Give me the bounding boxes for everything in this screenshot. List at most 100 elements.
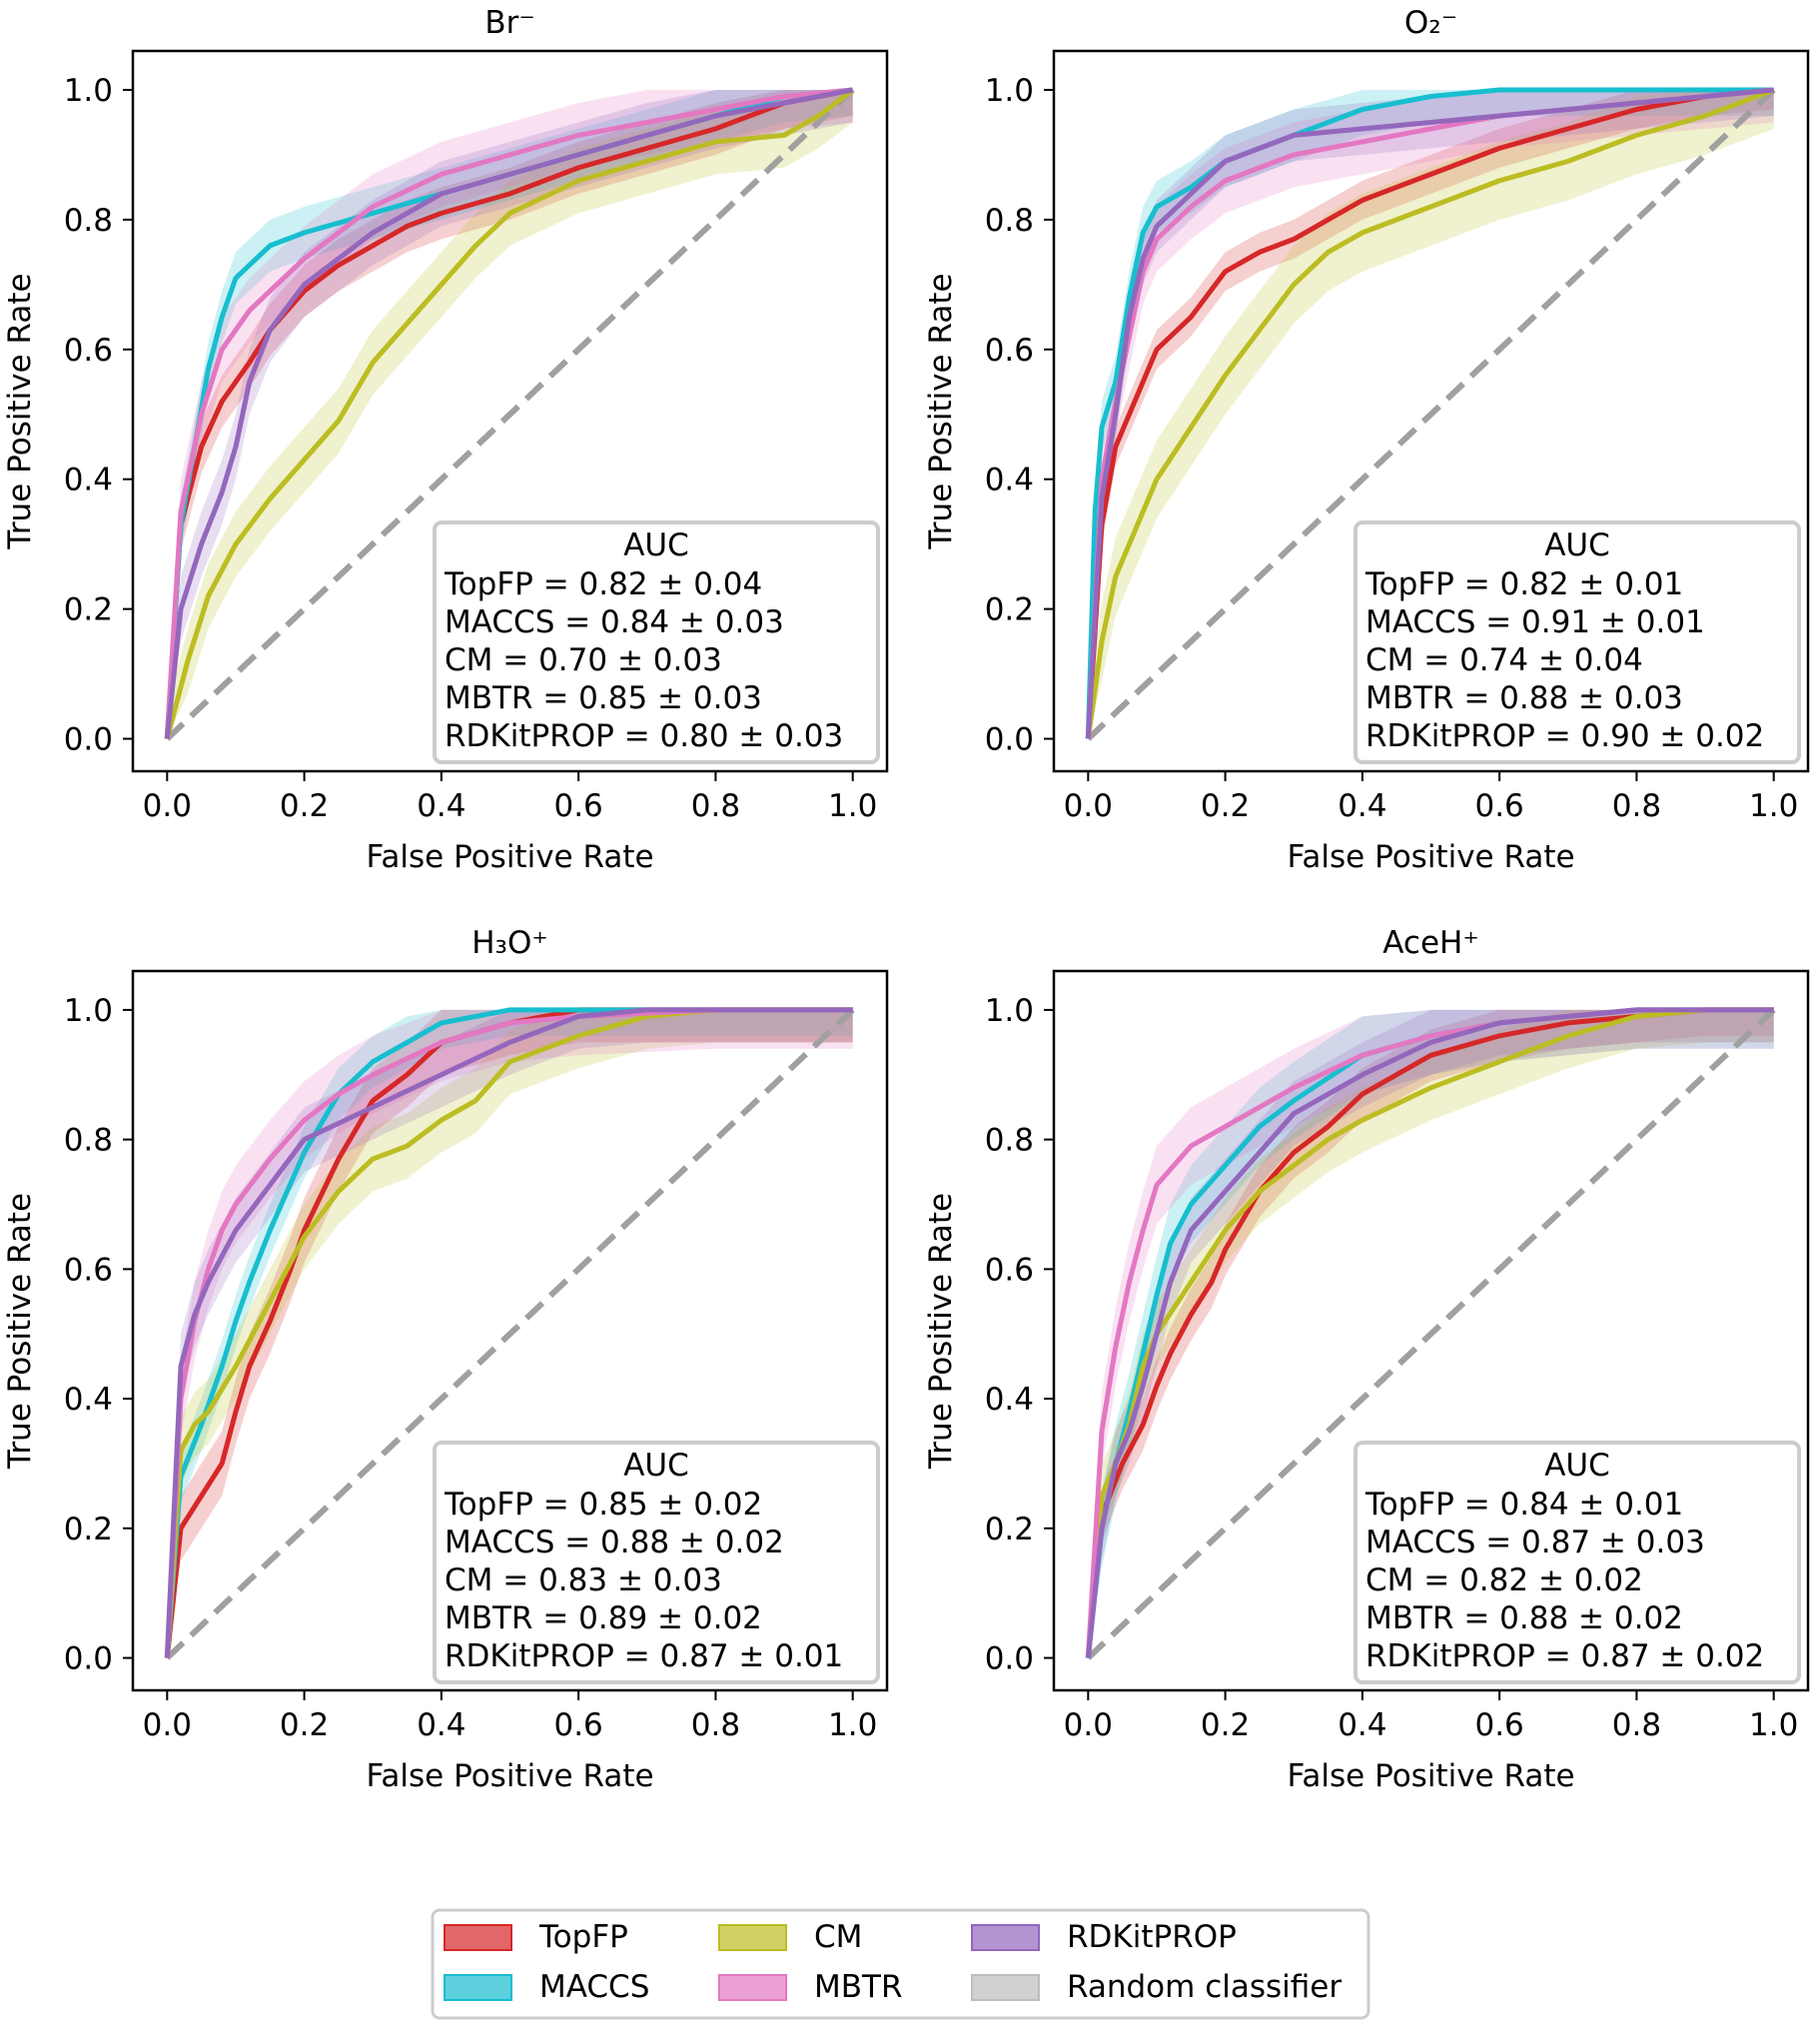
auc-box — [433, 1441, 880, 1684]
auc-header: AUC — [623, 527, 689, 563]
auc-box — [433, 520, 880, 764]
x-tick-label: 0.8 — [691, 788, 740, 824]
y-tick-label: 0.8 — [985, 203, 1034, 239]
y-tick-label: 0.6 — [985, 333, 1034, 369]
auc-header: AUC — [623, 1448, 689, 1484]
panel-title: O₂⁻ — [1404, 5, 1457, 41]
random-classifier-line — [1086, 1007, 1776, 1660]
auc-header: AUC — [1544, 1448, 1610, 1484]
band-mbtr — [167, 90, 853, 739]
legend-label: Random classifier — [1067, 1969, 1342, 2005]
y-tick-label: 0.6 — [985, 1252, 1034, 1288]
x-tick-label: 0.2 — [1201, 788, 1250, 824]
band-cm — [167, 1009, 853, 1658]
roc-line-cm — [164, 88, 855, 740]
auc-line: RDKitPROP = 0.90 ± 0.02 — [1365, 718, 1764, 754]
roc-line-maccs — [164, 1007, 853, 1658]
legend-swatch-mbtr — [718, 1974, 787, 2001]
y-tick-label: 0.0 — [985, 722, 1034, 758]
auc-line: RDKitPROP = 0.80 ± 0.03 — [445, 718, 843, 754]
auc-line: TopFP = 0.82 ± 0.04 — [444, 566, 762, 602]
y-tick-label: 0.0 — [64, 722, 113, 758]
x-tick-label: 1.0 — [1749, 788, 1798, 824]
roc-line-maccs — [1085, 87, 1774, 739]
auc-line: MACCS = 0.91 ± 0.01 — [1365, 604, 1705, 640]
x-tick-label: 0.6 — [1474, 1707, 1523, 1743]
y-tick-label: 0.6 — [64, 333, 113, 369]
x-tick-label: 1.0 — [828, 1707, 877, 1743]
legend: TopFP MACCS CM MBTR RDKitPROP Random classifi… — [431, 1908, 1370, 2020]
y-tick-label: 1.0 — [64, 993, 113, 1029]
x-tick-label: 0.8 — [691, 1707, 740, 1743]
band-rdkitprop — [167, 90, 853, 739]
y-tick-label: 0.0 — [64, 1641, 113, 1677]
x-tick-label: 0.4 — [1338, 788, 1386, 824]
legend-swatch-random-classifier — [971, 1974, 1040, 2001]
auc-line: MBTR = 0.88 ± 0.03 — [1365, 680, 1683, 716]
panel-title: H₃O⁺ — [471, 925, 548, 961]
band-cm — [1088, 1009, 1774, 1658]
auc-line: MACCS = 0.84 ± 0.03 — [445, 604, 784, 640]
auc-line: MACCS = 0.87 ± 0.03 — [1365, 1524, 1705, 1560]
roc-line-rdkitprop — [1085, 87, 1774, 739]
x-axis-label: False Positive Rate — [1287, 839, 1574, 875]
panel-title: AceH⁺ — [1382, 925, 1478, 961]
auc-line: RDKitPROP = 0.87 ± 0.02 — [1365, 1638, 1764, 1674]
panel-title: Br⁻ — [484, 5, 534, 41]
plot-area — [164, 87, 855, 741]
chart-panel-1: Br⁻ 0.0 0.0 0.2 0.2 0.4 0.4 0.6 0.6 0.8 0.8 1.0 1.0 F… — [2, 5, 889, 875]
roc-line-mbtr — [164, 87, 853, 739]
y-axis-label: True Positive Rate — [2, 273, 38, 549]
legend-label: RDKitPROP — [1067, 1919, 1237, 1955]
y-tick-label: 1.0 — [985, 73, 1034, 109]
auc-line: MBTR = 0.89 ± 0.02 — [445, 1600, 762, 1636]
y-tick-label: 0.6 — [64, 1252, 113, 1288]
x-tick-label: 0.6 — [553, 788, 602, 824]
auc-line: RDKitPROP = 0.87 ± 0.01 — [445, 1638, 843, 1674]
x-tick-label: 0.0 — [1064, 1707, 1113, 1743]
y-tick-label: 0.2 — [985, 1512, 1034, 1547]
auc-line: CM = 0.82 ± 0.02 — [1365, 1562, 1643, 1598]
roc-line-topfp — [164, 87, 854, 739]
auc-line: TopFP = 0.82 ± 0.01 — [1365, 566, 1683, 602]
auc-line: CM = 0.83 ± 0.03 — [445, 1562, 722, 1598]
y-tick-label: 0.2 — [64, 592, 113, 628]
legend-swatch-rdkitprop — [971, 1924, 1040, 1951]
x-tick-label: 0.4 — [417, 1707, 465, 1743]
y-axis-label: True Positive Rate — [923, 1193, 959, 1470]
roc-line-rdkitprop — [1085, 1007, 1774, 1658]
axes-frame — [131, 49, 889, 773]
roc-line-topfp — [1085, 87, 1774, 739]
legend-swatch-maccs — [444, 1974, 512, 2001]
band-cm — [1088, 90, 1774, 739]
auc-line: CM = 0.70 ± 0.03 — [445, 642, 722, 678]
x-axis-label: False Positive Rate — [1287, 1758, 1574, 1794]
x-tick-label: 0.4 — [1338, 1707, 1386, 1743]
plot-area — [1085, 87, 1776, 741]
auc-line: MACCS = 0.88 ± 0.02 — [445, 1524, 784, 1560]
y-tick-label: 0.8 — [985, 1123, 1034, 1159]
x-tick-label: 0.6 — [553, 1707, 602, 1743]
y-tick-label: 0.8 — [64, 1123, 113, 1159]
y-axis-label: True Positive Rate — [2, 1193, 38, 1470]
y-axis-label: True Positive Rate — [923, 273, 959, 549]
roc-line-cm — [164, 1007, 853, 1658]
x-tick-label: 0.0 — [1064, 788, 1113, 824]
y-tick-label: 0.0 — [985, 1641, 1034, 1677]
random-classifier-line — [165, 1007, 855, 1660]
y-tick-label: 0.2 — [64, 1512, 113, 1547]
y-tick-label: 0.4 — [64, 1382, 113, 1418]
legend-label: CM — [814, 1919, 862, 1955]
legend-label: TopFP — [538, 1919, 628, 1955]
x-tick-label: 1.0 — [828, 788, 877, 824]
plot-area — [164, 1007, 855, 1660]
auc-line: MBTR = 0.85 ± 0.03 — [445, 680, 762, 716]
roc-line-cm — [1085, 87, 1775, 739]
legend-frame — [431, 1908, 1370, 2020]
x-tick-label: 0.2 — [280, 788, 329, 824]
x-tick-label: 0.2 — [280, 1707, 329, 1743]
chart-panel-4: AceH⁺ 0.0 0.0 0.2 0.2 0.4 0.4 0.6 0.6 0.8 0.8 1.0 1.… — [923, 925, 1810, 1794]
x-tick-label: 0.4 — [417, 788, 465, 824]
y-tick-label: 0.4 — [985, 463, 1034, 499]
